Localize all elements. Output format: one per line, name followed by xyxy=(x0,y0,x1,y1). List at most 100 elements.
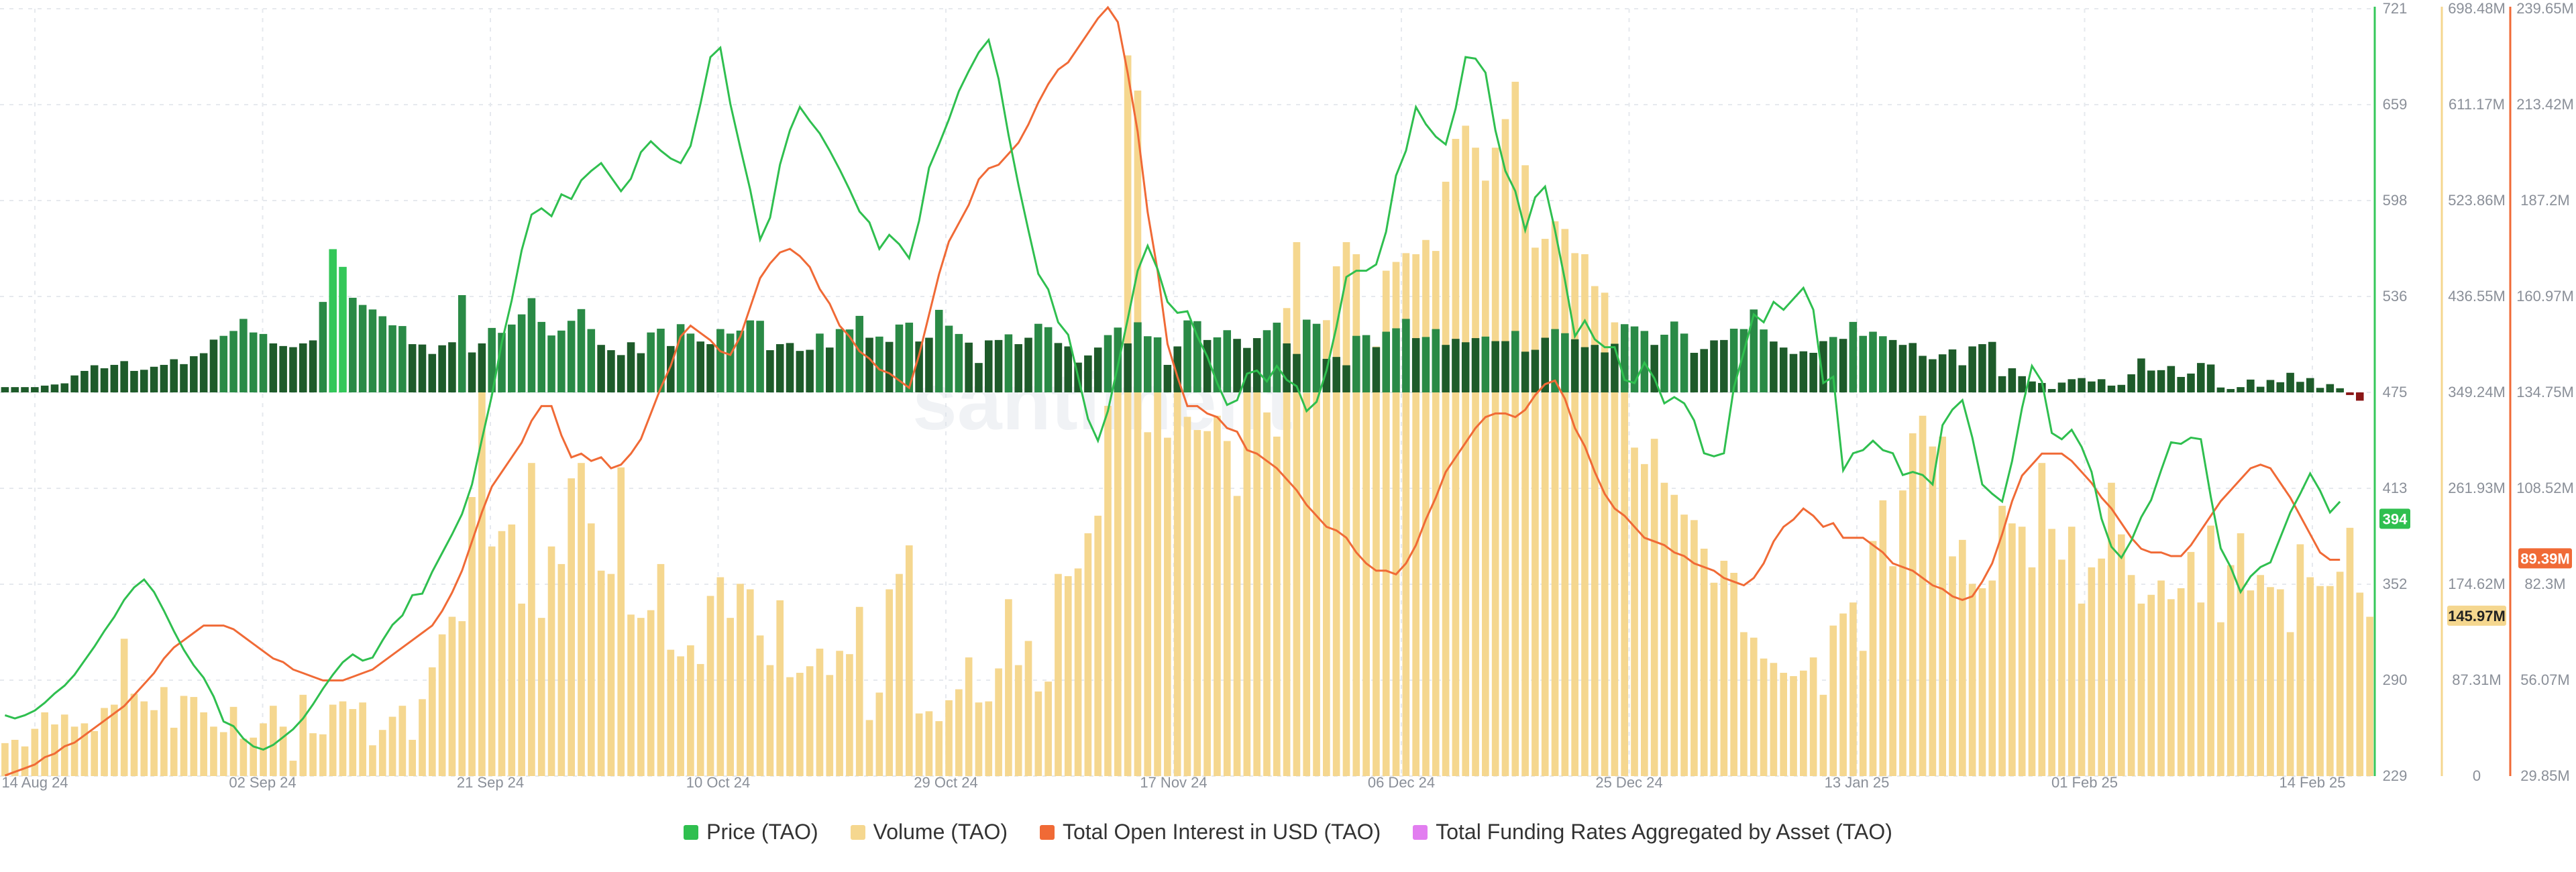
funding-bar xyxy=(1153,337,1162,392)
funding-bar xyxy=(299,343,307,392)
funding-bar xyxy=(80,370,89,392)
volume-bar xyxy=(1680,514,1688,776)
volume-bar xyxy=(51,724,58,776)
volume-bar xyxy=(2356,592,2364,776)
volume-bar xyxy=(1591,286,1599,776)
volume-bar xyxy=(41,712,48,776)
funding-bar xyxy=(2097,379,2106,392)
volume-bar xyxy=(438,634,446,776)
funding-bar xyxy=(100,368,109,392)
funding-bar xyxy=(1034,323,1042,392)
volume-bar xyxy=(349,709,357,776)
funding-bar xyxy=(1302,319,1311,392)
volume-bar xyxy=(2306,577,2314,776)
x-axis-tick: 14 Aug 24 xyxy=(1,774,68,791)
funding-bar xyxy=(309,340,317,392)
volume-bar xyxy=(2068,527,2076,776)
volume-bar xyxy=(2157,580,2165,776)
volume-bar xyxy=(1750,637,1758,776)
volume-bar xyxy=(1422,239,1430,777)
volume-bar xyxy=(70,726,78,776)
price-axis-tick: 229 xyxy=(2383,767,2408,784)
legend-item[interactable]: Total Funding Rates Aggregated by Asset … xyxy=(1413,820,1892,844)
funding-bar xyxy=(1124,343,1132,392)
volume-bar xyxy=(31,728,39,776)
price-line xyxy=(4,38,2341,751)
volume-bar xyxy=(91,730,99,776)
volume-bar xyxy=(448,616,456,776)
funding-bar xyxy=(1690,352,1699,392)
volume-bar xyxy=(776,600,784,776)
volume-bar xyxy=(2296,544,2304,776)
legend-item[interactable]: Price (TAO) xyxy=(684,820,818,844)
funding-bar xyxy=(1452,339,1460,392)
funding-bar xyxy=(1929,359,1937,392)
volume-bar xyxy=(1670,494,1678,776)
volume-bar xyxy=(2098,558,2106,776)
funding-bar xyxy=(647,332,655,392)
funding-bar xyxy=(657,329,665,392)
volume-bar xyxy=(2078,603,2086,776)
volume-bar xyxy=(885,589,893,776)
oi-axis-tick: 187.2M xyxy=(2520,192,2569,209)
volume-bar xyxy=(1631,447,1638,776)
funding-bar xyxy=(1213,337,1222,392)
funding-bar xyxy=(835,329,844,392)
funding-bar xyxy=(1839,339,1847,392)
volume-bar xyxy=(1114,351,1122,776)
funding-bar xyxy=(1898,345,1907,392)
funding-bar xyxy=(448,342,456,392)
volume-bar xyxy=(1412,254,1419,776)
legend-label: Total Open Interest in USD (TAO) xyxy=(1062,820,1381,844)
oi-axis-tick: 108.52M xyxy=(2516,480,2574,496)
volume-bar xyxy=(547,546,555,776)
funding-bar xyxy=(1770,341,1778,392)
funding-bar xyxy=(1779,347,1788,392)
volume-current-badge: 145.97M xyxy=(2447,605,2506,626)
funding-bar xyxy=(2177,376,2185,392)
funding-bar xyxy=(945,325,953,392)
funding-bar xyxy=(40,385,49,392)
funding-bar xyxy=(1909,343,1917,392)
volume-bar xyxy=(409,739,417,776)
legend-item[interactable]: Total Open Interest in USD (TAO) xyxy=(1039,820,1381,844)
legend-item[interactable]: Volume (TAO) xyxy=(850,820,1008,844)
funding-bar xyxy=(746,320,755,392)
funding-bar xyxy=(2057,382,2066,392)
funding-bar xyxy=(339,266,347,392)
oi-current-badge: 89.39M xyxy=(2518,548,2572,569)
funding-bar xyxy=(2127,374,2135,392)
funding-bar xyxy=(1819,341,1827,392)
funding-bar xyxy=(2018,376,2026,392)
volume-bar xyxy=(1879,500,1887,776)
funding-bar xyxy=(349,297,357,392)
funding-bar xyxy=(2336,388,2344,392)
volume-bar xyxy=(925,711,933,776)
volume-bar xyxy=(637,618,645,776)
volume-bar xyxy=(1601,292,1609,777)
volume-bar xyxy=(468,496,476,776)
funding-bar xyxy=(1859,335,1867,392)
volume-bar xyxy=(299,694,307,776)
funding-bar xyxy=(1293,353,1301,392)
funding-bar xyxy=(1252,338,1261,392)
volume-bar xyxy=(2267,587,2274,776)
volume-bar xyxy=(210,726,217,776)
volume-bar xyxy=(1889,566,1896,776)
volume-bar xyxy=(1511,81,1519,776)
funding-bar xyxy=(2078,378,2086,392)
volume-bar xyxy=(1183,417,1191,776)
funding-bar xyxy=(2346,392,2354,395)
funding-bar xyxy=(1561,333,1569,392)
funding-bar xyxy=(965,342,973,392)
volume-bar xyxy=(1034,691,1042,776)
oi-axis-tick: 82.3M xyxy=(2524,576,2565,592)
x-axis-tick: 10 Oct 24 xyxy=(686,774,750,791)
oi-axis-tick: 160.97M xyxy=(2516,288,2574,305)
volume-bar xyxy=(2018,527,2026,776)
funding-bar xyxy=(1760,329,1768,392)
funding-bar xyxy=(716,329,724,392)
funding-bar xyxy=(1789,353,1798,392)
funding-bar xyxy=(637,353,645,392)
svg-text:89.39M: 89.39M xyxy=(2520,550,2569,567)
